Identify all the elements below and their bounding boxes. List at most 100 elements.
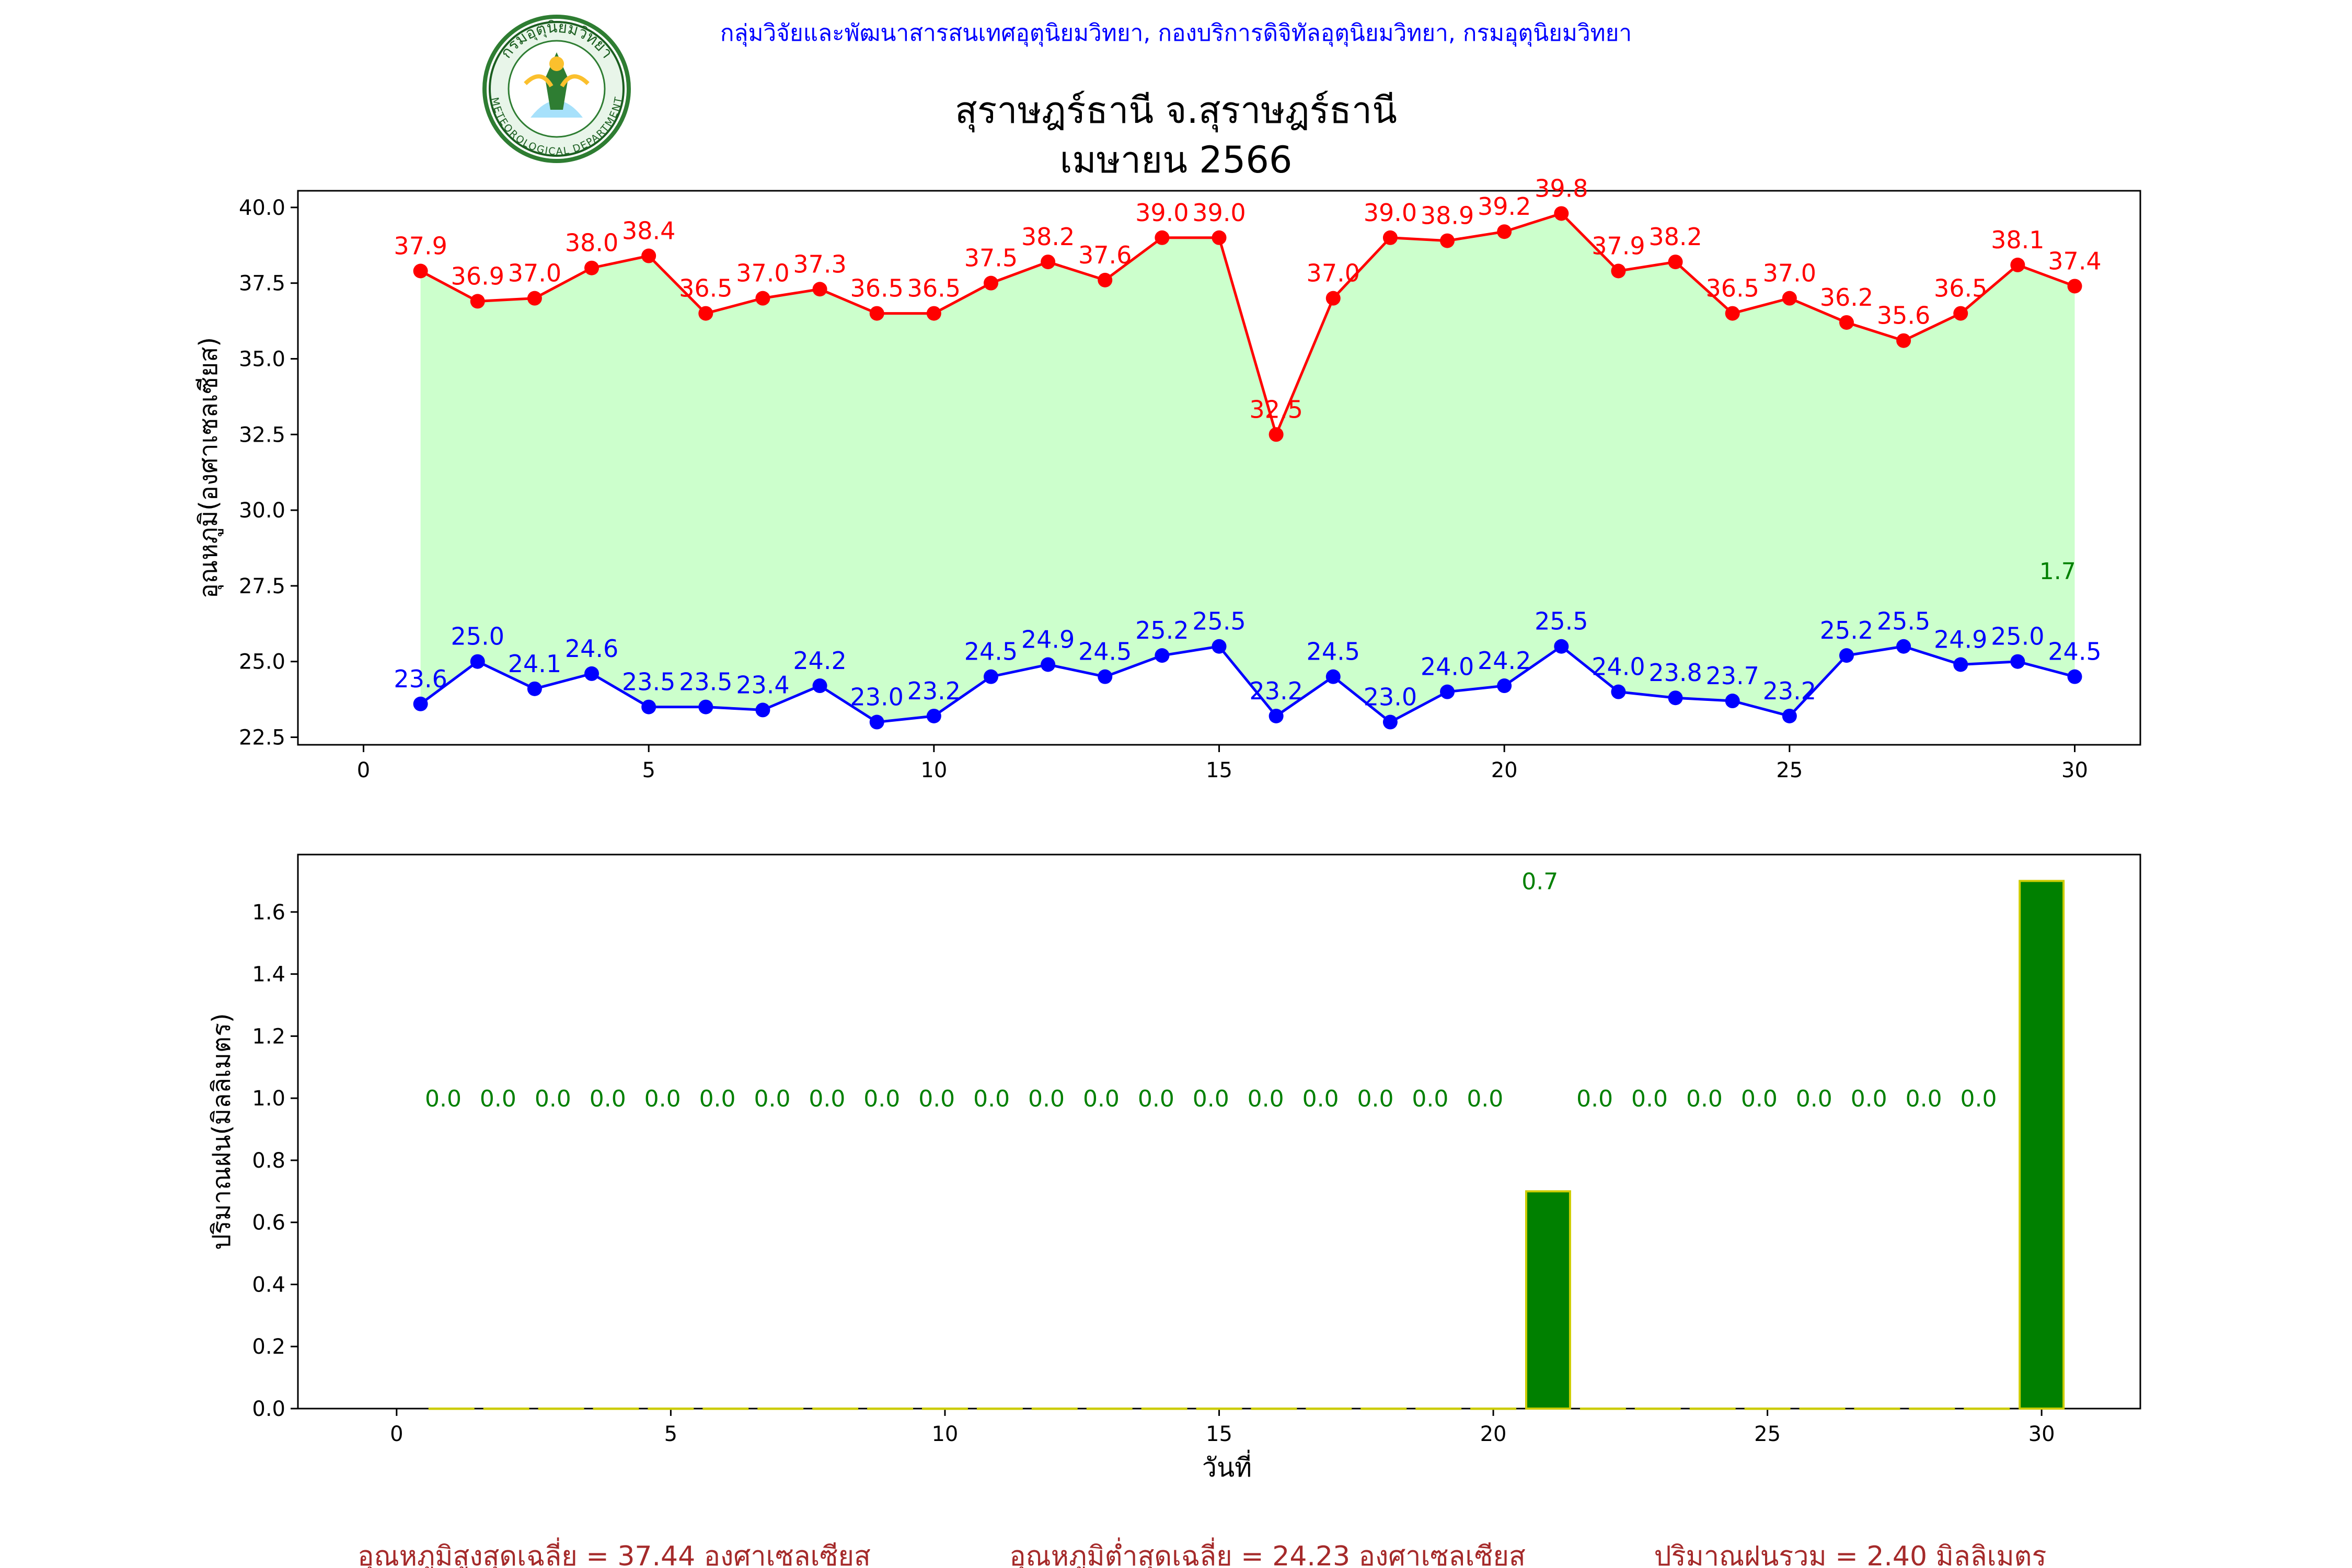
temperature-chart: 0 5 10 15 20 25 30 22.5 25.0 27.5 30.0 32.5 35.0 37.5… (194, 174, 2141, 782)
rain-value-label: 0.0 (1906, 1086, 1942, 1112)
min-temp-point (1668, 690, 1683, 706)
min-temp-point (1554, 639, 1569, 654)
y-tick-label: 1.0 (252, 1087, 285, 1111)
max-temp-label: 36.2 (1820, 283, 1873, 312)
max-temp-point (698, 306, 713, 321)
rain-value-label: 0.0 (754, 1086, 790, 1112)
min-temp-label: 23.0 (850, 683, 903, 711)
max-temp-label: 38.2 (1021, 223, 1075, 251)
max-temp-point (1155, 230, 1170, 245)
min-temp-label: 25.0 (451, 622, 504, 651)
rain-value-label: 0.0 (1631, 1086, 1668, 1112)
rain-value-label: 0.0 (1576, 1086, 1613, 1112)
rain-value-label: 0.0 (1302, 1086, 1339, 1112)
max-temp-point (1554, 206, 1569, 221)
avg-min-temp-summary: อุณหภูมิต่ำสุดเฉลี่ย = 24.23 องศาเซลเซีย… (1009, 1537, 1525, 1568)
temperature-axes: 0 5 10 15 20 25 30 22.5 25.0 27.5 30.0 32.5 35.0 37.5… (239, 190, 2141, 782)
x-tick-label: 15 (1206, 1422, 1232, 1446)
max-temp-point (584, 260, 599, 275)
max-temp-label: 37.0 (1763, 259, 1816, 287)
min-temp-point (1611, 684, 1626, 699)
min-temp-label: 24.9 (1934, 626, 1987, 654)
max-temp-label: 36.5 (907, 274, 961, 303)
y-tick-label: 37.5 (239, 272, 285, 296)
y-tick-label: 22.5 (239, 726, 285, 750)
x-tick-label: 5 (664, 1422, 677, 1446)
max-temp-point (1782, 291, 1797, 306)
rain-value-label: 0.7 (1521, 868, 1558, 895)
max-temp-label: 38.4 (622, 217, 675, 245)
min-temp-label: 23.4 (736, 671, 789, 699)
min-temp-label: 24.0 (1421, 653, 1474, 681)
x-tick-label: 20 (1480, 1422, 1507, 1446)
max-temp-point (1497, 224, 1512, 239)
min-temp-point (926, 708, 941, 723)
chart-title: สุราษฎร์ธานี จ.สุราษฎร์ธานี (955, 89, 1397, 133)
max-temp-point (1611, 263, 1626, 279)
min-temp-point (2067, 669, 2082, 684)
max-temp-point (812, 282, 827, 297)
y-tick-label: 1.6 (252, 901, 285, 925)
y-tick-label: 30.0 (239, 499, 285, 523)
min-temp-label: 25.2 (1820, 616, 1873, 644)
x-tick-label: 25 (1754, 1422, 1781, 1446)
max-temp-label: 39.0 (1364, 199, 1417, 227)
min-temp-label: 23.8 (1648, 659, 1702, 687)
max-temp-point (2010, 257, 2025, 272)
min-temp-point (1839, 648, 1854, 663)
max-temp-point (926, 306, 941, 321)
min-temp-label: 24.6 (565, 635, 618, 663)
min-temp-label: 24.1 (508, 650, 561, 678)
max-temp-point (1098, 272, 1113, 287)
min-temp-point (1725, 694, 1740, 709)
min-temp-label: 25.2 (1135, 616, 1189, 644)
max-temp-point (1440, 233, 1455, 248)
rainfall-x-axis-label: วันที่ (1202, 1450, 1252, 1483)
max-temp-point (1725, 306, 1740, 321)
max-temp-label: 32.5 (1249, 395, 1302, 423)
rain-value-label: 0.0 (590, 1086, 626, 1112)
x-tick-label: 0 (390, 1422, 403, 1446)
min-temp-label: 25.5 (1535, 607, 1588, 636)
min-temp-point (755, 702, 770, 718)
x-tick-label: 30 (2028, 1422, 2055, 1446)
rain-value-label: 0.0 (1193, 1086, 1229, 1112)
rainfall-bars (428, 880, 2065, 1410)
rain-value-label: 0.0 (1961, 1086, 1997, 1112)
max-temp-label: 38.1 (1991, 226, 2044, 254)
min-temp-point (1782, 708, 1797, 723)
y-tick-label: 25.0 (239, 650, 285, 674)
min-temp-point (1325, 669, 1341, 684)
max-temp-label: 35.6 (1877, 302, 1930, 330)
x-tick-label: 0 (357, 758, 370, 782)
min-temp-point (1041, 657, 1056, 672)
rain-value-label: 0.0 (699, 1086, 736, 1112)
max-temp-point (1953, 306, 1968, 321)
y-tick-label: 0.6 (252, 1211, 285, 1235)
min-temp-label: 24.5 (1307, 638, 1360, 666)
max-temp-label: 37.0 (1307, 259, 1360, 287)
max-temp-point (983, 275, 998, 291)
max-temp-point (527, 291, 542, 306)
max-temp-label: 39.0 (1192, 199, 1246, 227)
min-temp-point (470, 654, 485, 669)
min-temp-point (1953, 657, 1968, 672)
min-temp-point (1382, 714, 1398, 730)
y-tick-label: 32.5 (239, 423, 285, 447)
rain-value-label: 0.0 (973, 1086, 1010, 1112)
min-temp-label: 23.2 (1763, 677, 1816, 705)
max-temp-label: 36.9 (451, 262, 504, 290)
x-tick-label: 15 (1206, 758, 1232, 782)
min-temp-line (420, 644, 2076, 724)
max-temp-label: 37.4 (2048, 247, 2101, 275)
min-temp-point (2010, 654, 2025, 669)
rain-value-label: 0.0 (1467, 1086, 1503, 1112)
min-temp-label: 23.2 (907, 677, 961, 705)
max-temp-point (1839, 315, 1854, 330)
max-temp-point (1325, 291, 1341, 306)
rain-value-label: 0.0 (1686, 1086, 1723, 1112)
min-temp-point (698, 699, 713, 714)
min-temp-label: 25.0 (1991, 622, 2044, 651)
rain-bar (1525, 1190, 1571, 1410)
rain-value-label: 0.0 (480, 1086, 516, 1112)
